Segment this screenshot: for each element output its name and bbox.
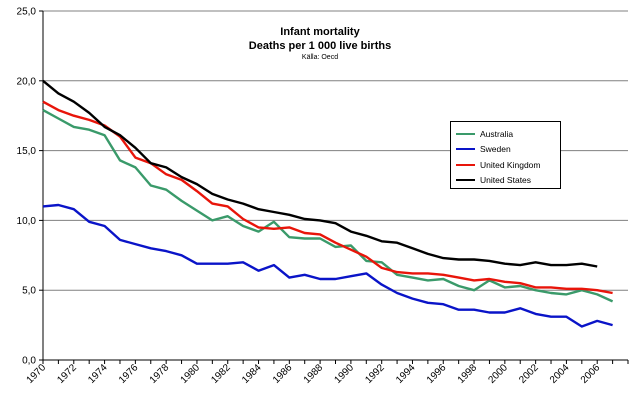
legend-item-united-kingdom: United Kingdom <box>451 157 560 173</box>
x-tick-label: 1992 <box>363 362 387 386</box>
chart-legend: Australia Sweden United Kingdom United S… <box>450 121 561 189</box>
y-axis-tick-labels: 0,0 5,0 10,0 15,0 20,0 25,0 <box>17 7 37 367</box>
legend-swatch-united-kingdom <box>456 163 475 166</box>
chart-source: Källa: Oecd <box>301 54 339 61</box>
y-tick-label: 5,0 <box>22 286 36 297</box>
legend-swatch-sweden <box>456 148 475 151</box>
chart-title: Infant mortality <box>280 26 360 38</box>
legend-label-australia: Australia <box>480 128 514 139</box>
x-tick-label: 1998 <box>456 362 480 386</box>
x-tick-label: 2000 <box>486 362 510 386</box>
legend-label-sweden: Sweden <box>480 144 511 155</box>
y-tick-label: 25,0 <box>17 7 37 18</box>
x-tick-label: 2006 <box>579 362 603 386</box>
x-tick-label: 1990 <box>333 362 357 386</box>
series-line-australia <box>42 109 614 303</box>
chart-subtitle: Deaths per 1 000 live births <box>248 40 392 52</box>
x-tick-label: 1980 <box>179 362 203 386</box>
x-tick-label: 1974 <box>86 362 110 386</box>
legend-item-united-states: United States <box>451 173 560 189</box>
series-line-united-kingdom <box>42 100 613 295</box>
x-tick-label: 1978 <box>148 362 172 386</box>
x-tick-label: 2004 <box>548 362 572 386</box>
x-tick-label: 1994 <box>394 362 418 386</box>
axes <box>39 10 629 364</box>
legend-swatch-australia <box>456 132 475 135</box>
x-tick-label: 1984 <box>240 362 264 386</box>
series-lines <box>42 79 614 328</box>
x-tick-label: 1972 <box>55 362 79 386</box>
x-tick-label: 1988 <box>302 362 326 386</box>
x-tick-label: 2002 <box>517 362 541 386</box>
y-tick-label: 0,0 <box>22 356 36 367</box>
x-tick-label: 1996 <box>425 362 449 386</box>
series-line-sweden <box>42 203 613 328</box>
x-tick-label: 1976 <box>117 362 141 386</box>
x-tick-label: 1986 <box>271 362 295 386</box>
legend-swatch-united-states <box>456 179 475 182</box>
x-axis-tick-labels: 1970 1972 1974 1976 1978 1980 1982 1984 1986 1988… <box>25 362 603 386</box>
y-tick-label: 10,0 <box>17 216 37 227</box>
y-tick-label: 20,0 <box>17 76 37 87</box>
legend-label-united-kingdom: United Kingdom <box>480 159 541 170</box>
legend-item-sweden: Sweden <box>451 142 560 158</box>
gridlines <box>43 10 628 291</box>
legend-item-australia: Australia <box>451 126 560 142</box>
x-tick-label: 1982 <box>209 362 233 386</box>
legend-label-united-states: United States <box>480 175 532 186</box>
series-line-united-states <box>42 79 598 268</box>
y-tick-label: 15,0 <box>17 146 37 157</box>
